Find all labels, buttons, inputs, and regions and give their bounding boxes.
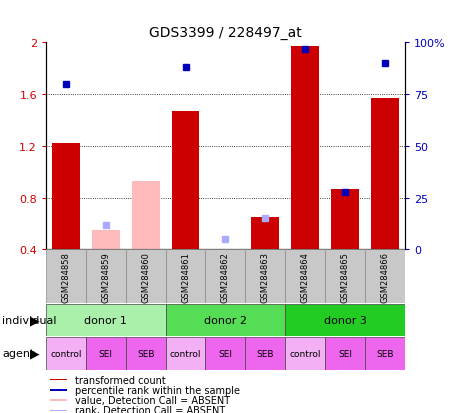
Text: GSM284865: GSM284865 — [340, 252, 349, 302]
Text: percentile rank within the sample: percentile rank within the sample — [74, 385, 239, 395]
Text: SEB: SEB — [256, 349, 274, 358]
Bar — [171, 112, 199, 250]
Bar — [251, 218, 279, 250]
Bar — [364, 337, 404, 370]
Bar — [364, 250, 404, 304]
Bar — [125, 250, 165, 304]
Text: value, Detection Call = ABSENT: value, Detection Call = ABSENT — [74, 395, 229, 405]
Bar — [165, 304, 285, 337]
Bar — [325, 337, 364, 370]
Text: GSM284859: GSM284859 — [101, 252, 110, 302]
Text: individual: individual — [2, 316, 56, 325]
Text: GSM284864: GSM284864 — [300, 252, 309, 302]
Bar — [52, 144, 80, 250]
Text: donor 1: donor 1 — [84, 316, 127, 325]
Text: SEB: SEB — [137, 349, 154, 358]
Text: rank, Detection Call = ABSENT: rank, Detection Call = ABSENT — [74, 405, 224, 413]
Bar — [370, 99, 398, 250]
Bar — [245, 250, 285, 304]
Bar — [46, 304, 165, 337]
Bar — [245, 337, 285, 370]
Text: ▶: ▶ — [30, 347, 39, 360]
Bar — [86, 250, 125, 304]
Bar — [131, 181, 159, 250]
Bar — [50, 410, 67, 411]
Bar — [50, 379, 67, 380]
Bar — [285, 250, 325, 304]
Bar — [46, 337, 86, 370]
Text: GSM284862: GSM284862 — [220, 252, 230, 302]
Text: SEI: SEI — [337, 349, 351, 358]
Text: SEB: SEB — [375, 349, 393, 358]
Text: control: control — [169, 349, 201, 358]
Text: ▶: ▶ — [30, 314, 39, 327]
Bar — [50, 399, 67, 401]
Text: agent: agent — [2, 349, 34, 358]
Text: SEI: SEI — [218, 349, 232, 358]
Text: transformed count: transformed count — [74, 375, 165, 385]
Bar — [165, 250, 205, 304]
Bar — [92, 230, 119, 250]
Bar — [165, 337, 205, 370]
Text: donor 3: donor 3 — [323, 316, 366, 325]
Bar — [86, 337, 125, 370]
Text: GSM284863: GSM284863 — [260, 251, 269, 302]
Bar — [291, 47, 319, 250]
Bar — [205, 250, 245, 304]
Bar — [205, 337, 245, 370]
Bar — [325, 250, 364, 304]
Bar — [285, 304, 404, 337]
Text: control: control — [50, 349, 82, 358]
Bar — [330, 189, 358, 250]
Text: GSM284861: GSM284861 — [181, 252, 190, 302]
Text: GSM284866: GSM284866 — [380, 251, 388, 302]
Text: donor 2: donor 2 — [203, 316, 246, 325]
Bar — [285, 337, 325, 370]
Text: GSM284858: GSM284858 — [62, 252, 70, 302]
Title: GDS3399 / 228497_at: GDS3399 / 228497_at — [149, 26, 301, 40]
Bar — [125, 337, 165, 370]
Text: SEI: SEI — [99, 349, 112, 358]
Bar — [46, 250, 86, 304]
Text: GSM284860: GSM284860 — [141, 252, 150, 302]
Bar — [50, 389, 67, 391]
Text: control: control — [289, 349, 320, 358]
